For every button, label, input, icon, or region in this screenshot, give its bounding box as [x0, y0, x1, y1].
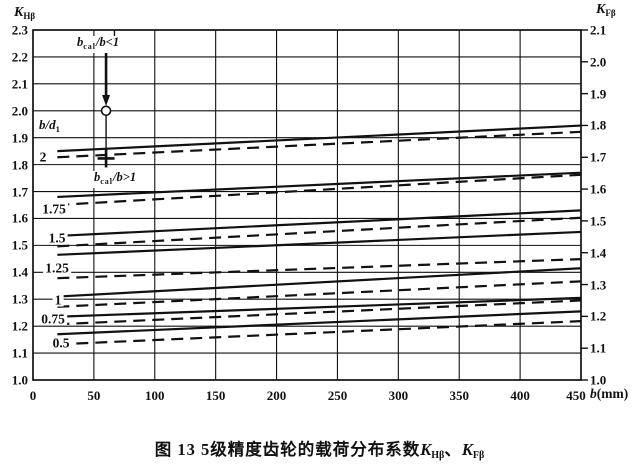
annotation-symbol: b [94, 170, 101, 184]
series-label-bd0.5: 0.5 [50, 335, 72, 351]
series-label-bd1: 1 [52, 292, 64, 308]
khb-curve-bd0.75 [57, 296, 582, 318]
annotation-subscript: cal [83, 42, 97, 51]
right-axis-tick-label: 1.2 [590, 308, 607, 324]
right-axis-tick-label: 1.6 [590, 181, 607, 197]
annotation-subscript: cal [100, 177, 114, 186]
khb-curve-bd1.25 [57, 230, 582, 256]
left-axis-tick-label: 1.0 [11, 372, 28, 388]
series-label-bd0.75: 0.75 [39, 311, 67, 327]
right-axis-title: KFβ [596, 2, 616, 18]
x-axis-unit-symbol: b [590, 386, 597, 401]
caption-separator: 、 [444, 440, 462, 459]
left-axis-title-subscript: Hβ [23, 11, 36, 21]
ratio-column-header: b/d1 [37, 117, 62, 134]
khb-curve-bd2 [57, 124, 582, 153]
x-axis-tick-label: 200 [266, 388, 287, 403]
right-axis-tick-label: 1.9 [590, 86, 607, 102]
caption-khb-symbol: K [420, 440, 432, 459]
x-axis-tick-label: 450 [566, 388, 586, 403]
annotation-condition: /b<1 [96, 35, 120, 49]
khb-curve-bd1 [57, 267, 582, 298]
caption-khb-subscript: Hβ [431, 450, 445, 461]
right-axis-tick-label: 1.1 [590, 340, 607, 356]
plot-border [32, 29, 582, 381]
ratio-header-symbol: b/d [39, 117, 56, 132]
left-axis-tick-label: 1.4 [11, 264, 28, 280]
left-axis-tick-label: 1.8 [11, 157, 28, 173]
left-axis-title-symbol: K [14, 5, 24, 20]
x-axis-tick-label: 300 [388, 388, 409, 403]
left-axis-tick-label: 2.1 [11, 76, 28, 92]
khb-curve-bd1.75 [57, 171, 582, 199]
left-axis-tick-label: 1.3 [11, 291, 28, 307]
ratio-header-subscript: 1 [55, 124, 60, 134]
left-axis-tick-label: 1.6 [11, 210, 28, 226]
right-axis-tick-label: 1.0 [590, 372, 607, 388]
left-axis-tick-label: 2.2 [11, 49, 28, 65]
left-axis-tick-label: 1.5 [11, 237, 28, 253]
series-label-bd1.25: 1.25 [43, 260, 71, 276]
annotation-circle-marker [100, 105, 112, 117]
figure-caption: 图 13 5级精度齿轮的载荷分布系数KHβ、KFβ [0, 436, 639, 461]
caption-kfb-symbol: K [461, 440, 473, 459]
caption-text: 图 13 5级精度齿轮的载荷分布系数 [154, 440, 421, 459]
caption-kfb-subscript: Fβ [472, 450, 485, 461]
right-axis-tick-label: 1.4 [590, 245, 607, 261]
left-axis-tick-label: 1.7 [11, 184, 28, 200]
x-axis-tick-label: 400 [510, 388, 530, 403]
kfb-curve-bd0.75 [57, 299, 582, 326]
x-axis-tick-label: 250 [327, 388, 348, 403]
annotation-bcal-lt-b: bcal/b<1 [76, 35, 121, 53]
x-axis-tick-label: 350 [449, 388, 469, 403]
x-axis-tick-label: 150 [205, 388, 226, 403]
x-axis-tick-label: 100 [145, 388, 165, 403]
kfb-curve-bd1.25 [57, 257, 582, 280]
kfb-curve-bd1 [57, 280, 582, 308]
series-label-bd2: 2 [37, 149, 49, 165]
x-axis-unit-label: b(mm) [590, 386, 628, 402]
left-axis-title: KHβ [14, 5, 35, 21]
right-axis-title-subscript: Fβ [605, 8, 616, 18]
x-axis-tick-label: 0 [29, 388, 37, 403]
annotation-condition: /b>1 [113, 170, 137, 184]
khb-curve-bd0.5 [57, 310, 582, 336]
right-axis-tick-label: 1.8 [590, 117, 607, 133]
right-axis-tick-label: 2.0 [590, 54, 607, 70]
left-axis-tick-label: 1.1 [11, 345, 28, 361]
right-axis-tick-label: 1.7 [590, 149, 607, 165]
left-axis-tick-label: 2.3 [11, 22, 28, 38]
annotation-symbol: b [77, 35, 84, 49]
left-axis-tick-label: 1.9 [11, 130, 28, 146]
kfb-curve-bd1.5 [57, 216, 582, 248]
right-axis-tick-label: 1.3 [590, 277, 607, 293]
x-axis-unit-text: (mm) [596, 386, 629, 401]
annotation-bcal-gt-b: bcal/b>1 [93, 170, 138, 188]
right-axis-tick-label: 2.1 [590, 22, 607, 38]
kfb-curve-bd0.5 [57, 320, 582, 346]
right-axis-tick-label: 1.5 [590, 213, 607, 229]
series-label-bd1.75: 1.75 [40, 201, 68, 217]
x-axis-tick-label: 50 [87, 388, 101, 403]
kfb-curve-bd1.75 [57, 173, 582, 207]
series-label-bd1.5: 1.5 [46, 230, 68, 246]
kfb-curve-bd2 [57, 130, 582, 159]
annotation-arrowhead [102, 95, 111, 106]
left-axis-tick-label: 1.2 [11, 318, 28, 334]
left-axis-tick-label: 2.0 [11, 103, 28, 119]
right-axis-title-symbol: K [596, 2, 606, 17]
khb-curve-bd1.5 [57, 209, 582, 238]
